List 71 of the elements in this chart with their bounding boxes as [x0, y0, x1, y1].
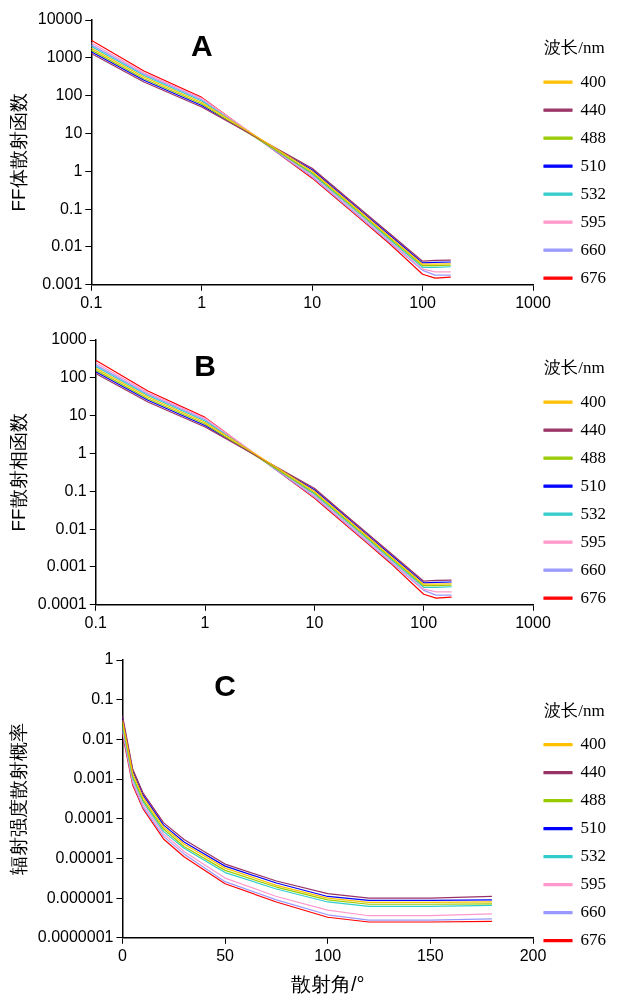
legend-label: 510 [580, 475, 606, 495]
y-tick-label: 1000 [46, 48, 83, 66]
legend-label: 488 [580, 127, 606, 147]
legend-label: 400 [580, 734, 606, 754]
legend-label: 510 [580, 818, 606, 838]
legend-label: 440 [580, 762, 606, 782]
y-tick-label: 0.0001 [37, 595, 87, 613]
legend-label: 676 [580, 267, 606, 287]
y-tick-label: 0.000001 [46, 888, 114, 906]
x-tick-label: 100 [314, 946, 342, 964]
legend-label: 532 [580, 846, 606, 866]
x-tick-label: 0 [117, 946, 127, 964]
y-tick-label: 0.1 [64, 481, 87, 499]
legend-title: 波长/nm [544, 38, 605, 58]
y-tick-label: 1000 [51, 330, 87, 348]
legend-label: 510 [580, 155, 606, 175]
legend-title: 波长/nm [544, 358, 605, 378]
y-tick-label: 100 [55, 86, 83, 104]
x-tick-label: 150 [417, 946, 444, 964]
y-tick-label: 0.01 [82, 729, 114, 747]
legend-title: 波长/nm [544, 700, 605, 720]
x-tick-label: 1000 [515, 293, 551, 311]
legend-label: 440 [580, 99, 606, 119]
x-tick-label: 10 [303, 293, 322, 311]
x-tick-label: 50 [216, 946, 235, 964]
legend-label: 660 [580, 902, 606, 922]
x-tick-label: 200 [519, 946, 547, 964]
annotation: B [194, 349, 216, 383]
legend-label: 440 [580, 419, 606, 439]
legend-label: 660 [580, 239, 606, 259]
y-tick-label: 0.001 [73, 769, 114, 787]
legend-label: 660 [580, 559, 606, 579]
y-tick-label: 0.001 [42, 275, 83, 293]
y-axis-title: 辐射强度散射概率 [7, 722, 29, 875]
y-tick-label: 1 [73, 161, 83, 179]
y-tick-label: 10000 [37, 10, 83, 28]
annotation: C [214, 669, 236, 703]
y-tick-label: 1 [104, 650, 114, 668]
legend-label: 676 [580, 930, 606, 950]
annotation: A [190, 29, 213, 63]
y-tick-label: 0.001 [46, 557, 87, 575]
y-tick-label: 0.0001 [64, 809, 114, 827]
legend-label: 532 [580, 183, 606, 203]
x-tick-label: 1 [200, 613, 210, 631]
y-tick-label: 10 [64, 123, 83, 141]
y-tick-label: 0.01 [55, 519, 87, 537]
x-axis-title: 散射角/° [290, 972, 365, 995]
x-tick-label: 1 [197, 293, 207, 311]
legend-label: 488 [580, 790, 606, 810]
y-tick-label: 0.1 [60, 199, 83, 217]
y-axis-title: FF体散射函数 [7, 93, 29, 212]
legend-label: 400 [580, 391, 606, 411]
legend-label: 532 [580, 503, 606, 523]
legend-label: 488 [580, 447, 606, 467]
x-tick-label: 100 [409, 293, 437, 311]
y-tick-label: 0.0000001 [37, 928, 114, 946]
y-axis-title: FF散射相函数 [7, 413, 29, 532]
y-tick-label: 1 [77, 443, 87, 461]
legend-label: 676 [580, 587, 606, 607]
x-tick-label: 100 [410, 613, 438, 631]
legend-label: 595 [580, 531, 606, 551]
y-tick-label: 0.1 [91, 690, 114, 708]
x-tick-label: 1000 [515, 613, 551, 631]
x-tick-label: 10 [305, 613, 324, 631]
legend-label: 595 [580, 874, 606, 894]
y-tick-label: 10 [68, 406, 87, 424]
y-tick-label: 0.01 [51, 237, 83, 255]
y-tick-label: 0.00001 [55, 848, 114, 866]
legend-label: 400 [580, 71, 606, 91]
y-tick-label: 100 [60, 368, 87, 386]
legend-label: 595 [580, 211, 606, 231]
